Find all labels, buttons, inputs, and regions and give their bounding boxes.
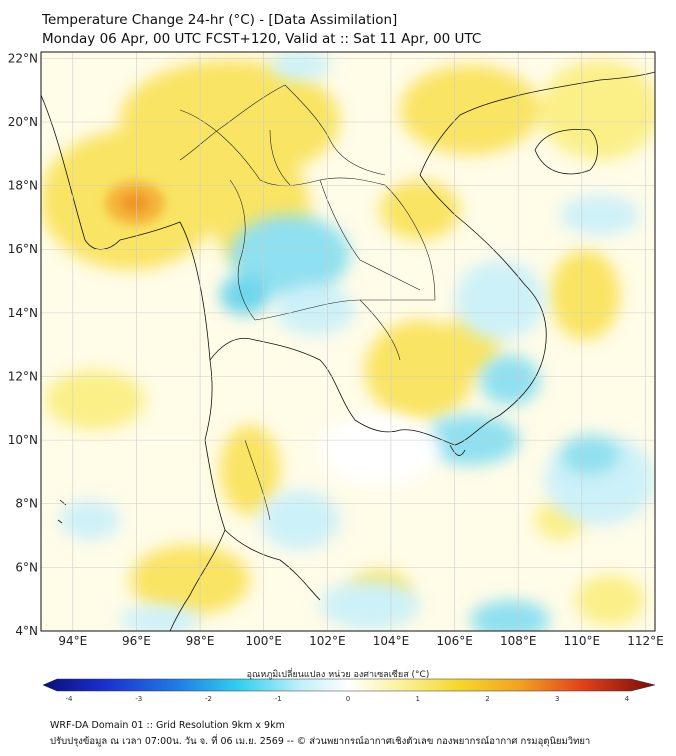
colorbar-tick-label: 1 bbox=[416, 695, 420, 703]
lon-label: 104°E bbox=[373, 634, 410, 648]
lat-label: 22°N bbox=[8, 51, 38, 65]
lat-label: 6°N bbox=[15, 560, 38, 574]
cool-anomalies bbox=[60, 52, 655, 631]
latitude-labels: 22°N 20°N 18°N 16°N 14°N 12°N 10°N 8°N 6°N 4°N bbox=[8, 51, 38, 638]
hot-spot bbox=[105, 181, 165, 225]
lon-label: 102°E bbox=[309, 634, 346, 648]
colorbar-tick-label: -1 bbox=[275, 695, 282, 703]
lon-label: 112°E bbox=[627, 634, 664, 648]
map-subtitle: Monday 06 Apr, 00 UTC FCST+120, Valid at… bbox=[42, 31, 482, 47]
lat-label: 8°N bbox=[15, 497, 38, 511]
footer-update-info: ปรับปรุงข้อมูล ณ เวลา 07:00น. วัน จ. ที่… bbox=[50, 736, 591, 747]
lon-label: 100°E bbox=[245, 634, 282, 648]
lon-label: 110°E bbox=[564, 634, 601, 648]
colorbar-label: อุณหภูมิเปลี่ยนแปลง หน่วย องศาเซลเซียส (… bbox=[246, 670, 430, 680]
colorbar-tick-label: 0 bbox=[346, 695, 350, 703]
colorbar-tick-label: 3 bbox=[555, 695, 559, 703]
map-frame bbox=[40, 51, 656, 632]
colorbar-tick-label: 4 bbox=[625, 695, 630, 703]
lon-label: 106°E bbox=[436, 634, 473, 648]
footer-model-info: WRF-DA Domain 01 :: Grid Resolution 9km … bbox=[50, 720, 285, 731]
colorbar-ticks: -4 -3 -2 -1 0 1 2 3 4 bbox=[66, 695, 630, 703]
admin-borders bbox=[179, 84, 436, 521]
graticule bbox=[41, 52, 655, 632]
colorbar-tick-label: -2 bbox=[205, 695, 212, 703]
lon-label: 96°E bbox=[122, 634, 151, 648]
lon-label: 108°E bbox=[500, 634, 537, 648]
lat-label: 20°N bbox=[8, 115, 38, 129]
lat-label: 10°N bbox=[8, 433, 38, 447]
colorbar: -4 -3 -2 -1 0 1 2 3 4 bbox=[42, 678, 656, 703]
map-title: Temperature Change 24-hr (°C) - [Data As… bbox=[42, 12, 398, 28]
lon-label: 94°E bbox=[58, 634, 87, 648]
colorbar-tick-label: -4 bbox=[66, 695, 74, 703]
lon-label: 98°E bbox=[186, 634, 215, 648]
colorbar-tick-label: -3 bbox=[135, 695, 142, 703]
lat-label: 4°N bbox=[15, 624, 38, 638]
colorbar-bar bbox=[42, 678, 656, 692]
colorbar-tick-label: 2 bbox=[485, 695, 489, 703]
lat-label: 14°N bbox=[8, 306, 38, 320]
temperature-field bbox=[41, 52, 655, 631]
longitude-labels: 94°E 96°E 98°E 100°E 102°E 104°E 106°E 108°E 110… bbox=[58, 634, 663, 648]
lat-label: 12°N bbox=[8, 369, 38, 383]
lat-label: 16°N bbox=[8, 242, 38, 256]
lat-label: 18°N bbox=[8, 179, 38, 193]
